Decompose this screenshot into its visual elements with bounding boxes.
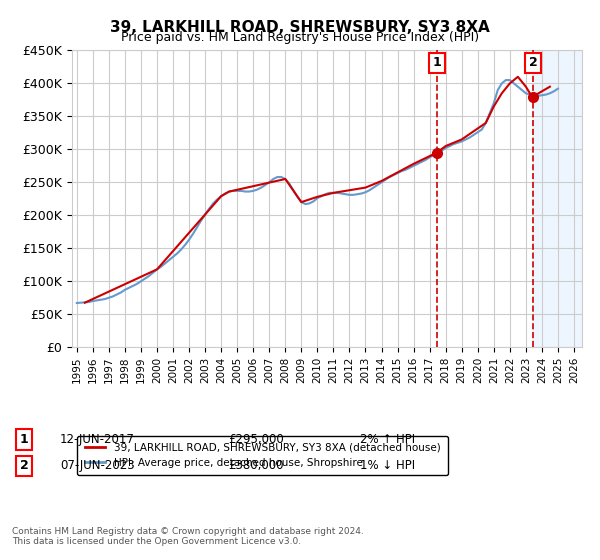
Text: £295,000: £295,000 [228, 433, 284, 446]
Text: 07-JUN-2023: 07-JUN-2023 [60, 459, 134, 473]
Text: £380,000: £380,000 [228, 459, 284, 473]
Bar [533, 50, 582, 347]
Text: 2: 2 [529, 57, 538, 69]
Text: 12-JUN-2017: 12-JUN-2017 [60, 433, 135, 446]
Text: 2% ↑ HPI: 2% ↑ HPI [360, 433, 415, 446]
Text: Contains HM Land Registry data © Crown copyright and database right 2024.
This d: Contains HM Land Registry data © Crown c… [12, 526, 364, 546]
Text: 2: 2 [20, 459, 28, 473]
Text: 39, LARKHILL ROAD, SHREWSBURY, SY3 8XA: 39, LARKHILL ROAD, SHREWSBURY, SY3 8XA [110, 20, 490, 35]
Text: Price paid vs. HM Land Registry's House Price Index (HPI): Price paid vs. HM Land Registry's House … [121, 31, 479, 44]
Legend: 39, LARKHILL ROAD, SHREWSBURY, SY3 8XA (detached house), HPI: Average price, det: 39, LARKHILL ROAD, SHREWSBURY, SY3 8XA (… [77, 436, 448, 475]
Text: 1% ↓ HPI: 1% ↓ HPI [360, 459, 415, 473]
Text: 1: 1 [20, 433, 28, 446]
Text: 1: 1 [433, 57, 441, 69]
